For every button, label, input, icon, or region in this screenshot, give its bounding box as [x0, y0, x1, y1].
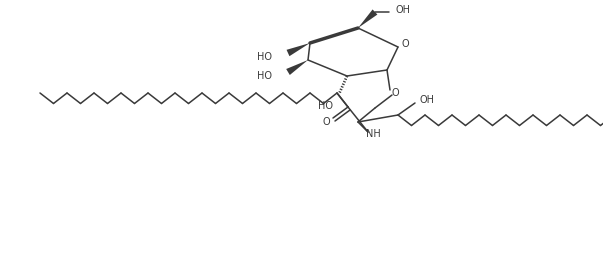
- Polygon shape: [358, 9, 377, 28]
- Text: NH: NH: [365, 129, 380, 139]
- Text: OH: OH: [395, 5, 410, 15]
- Polygon shape: [286, 60, 308, 75]
- Text: HO: HO: [318, 101, 333, 111]
- Text: HO: HO: [257, 52, 272, 62]
- Text: OH: OH: [419, 95, 434, 105]
- Text: O: O: [391, 88, 399, 98]
- Text: HO: HO: [257, 71, 272, 81]
- Text: O: O: [401, 39, 409, 49]
- Polygon shape: [286, 43, 310, 56]
- Text: O: O: [322, 117, 330, 127]
